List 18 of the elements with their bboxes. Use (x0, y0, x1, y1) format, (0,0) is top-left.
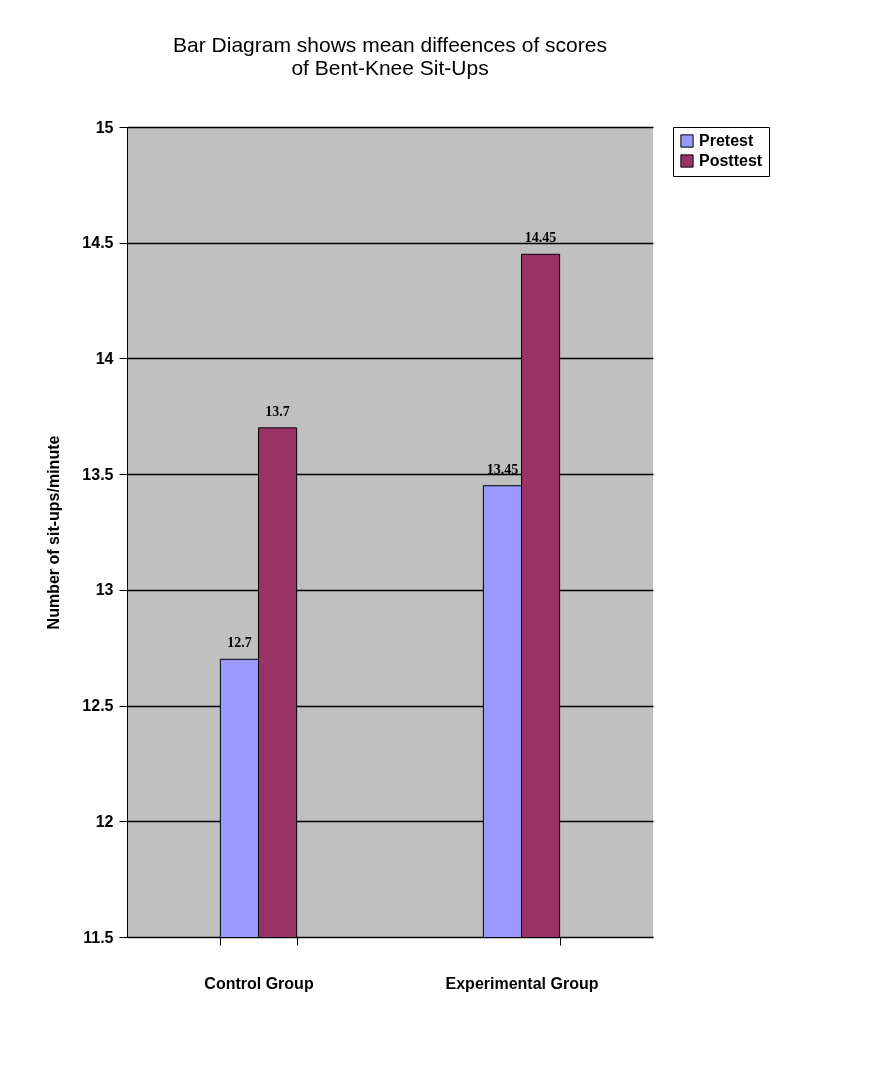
legend-label: Pretest (699, 132, 754, 149)
y-tick-label: 12 (95, 812, 114, 830)
data-label: 12.7 (227, 635, 252, 651)
data-label: 14.45 (524, 230, 557, 246)
data-label: 13.45 (486, 461, 519, 477)
y-tick-label: 13.5 (82, 465, 114, 483)
data-label: 13.7 (265, 403, 290, 419)
y-axis-title: Number of sit-ups/minute (45, 435, 63, 630)
chart-title: Bar Diagram shows mean diffeences of scores of Bent-Knee Sit-Ups (173, 33, 607, 79)
y-tick-label: 13 (95, 581, 114, 599)
legend-label: Posttest (699, 152, 763, 169)
x-tick-label: Control Group (204, 974, 314, 992)
y-tick-label: 14.5 (82, 234, 114, 252)
y-tick-label: 11.5 (83, 928, 114, 946)
y-tick-label: 15 (95, 118, 114, 136)
y-tick-label: 12.5 (82, 697, 114, 715)
x-tick-label: Experimental Group (445, 974, 599, 992)
y-tick-label: 14 (95, 349, 114, 367)
